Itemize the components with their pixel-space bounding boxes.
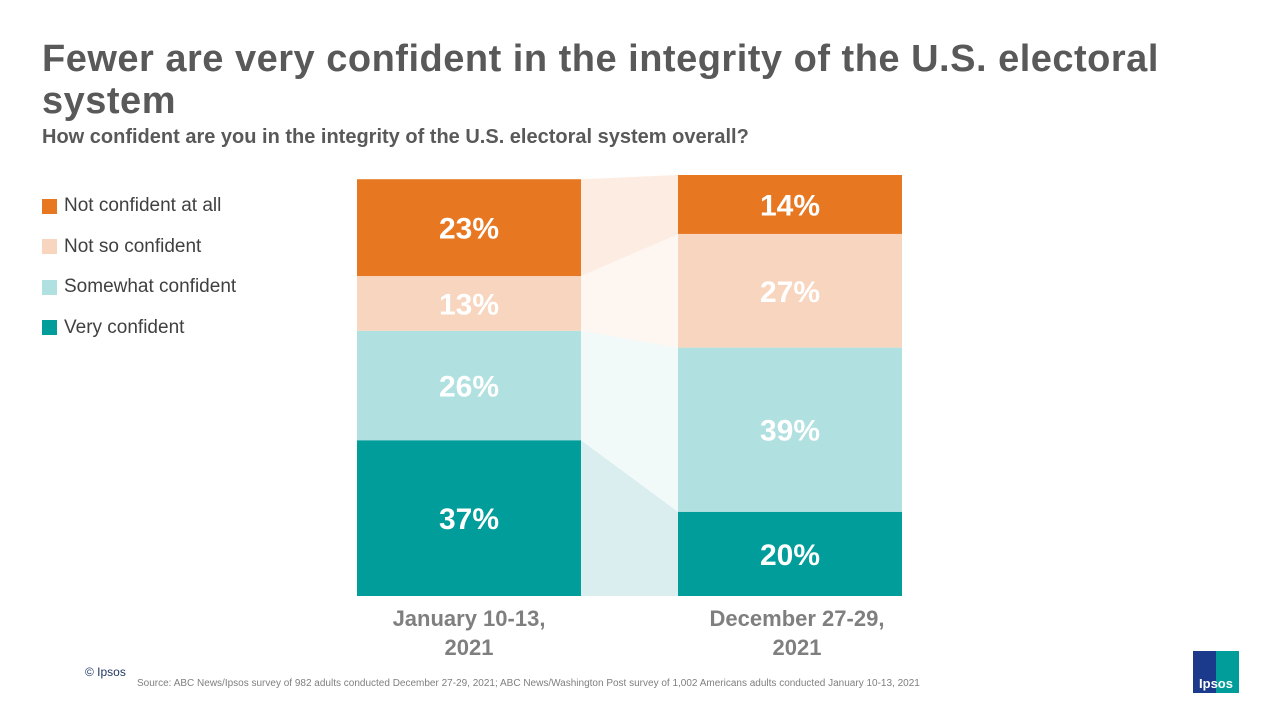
bar-segment [678, 347, 902, 512]
legend-item: Not confident at all [42, 186, 236, 227]
legend-item: Very confident [42, 308, 236, 349]
bar-segment [357, 330, 581, 441]
legend-label: Very confident [64, 316, 185, 338]
legend-swatch [42, 320, 57, 336]
data-label: 26% [439, 371, 499, 404]
data-label: 13% [439, 288, 499, 321]
source-note: Source: ABC News/Ipsos survey of 982 adu… [137, 678, 920, 689]
connector-band [581, 233, 678, 348]
data-label: 14% [760, 189, 820, 222]
connector-band [581, 440, 678, 596]
legend-label: Somewhat confident [64, 276, 237, 298]
x-label-january: January 10-13, 2021 [392, 606, 546, 660]
legend: Not confident at all Not so confident Some… [42, 186, 236, 348]
data-label: 27% [760, 276, 820, 309]
bar-segment [357, 440, 581, 596]
data-label: 39% [760, 415, 820, 448]
legend-swatch [42, 239, 57, 255]
slide-title: Fewer are very confident in the integrit… [42, 38, 1159, 122]
connector-band [581, 175, 678, 277]
legend-item: Not so confident [42, 227, 236, 268]
legend-swatch [42, 198, 57, 214]
bar-segment [678, 175, 902, 234]
connector-band [581, 330, 678, 512]
bar-segment [678, 511, 902, 596]
ipsos-logo: Ipsos [1193, 651, 1239, 693]
x-label-december: December 27-29, 2021 [709, 606, 885, 660]
data-label: 37% [439, 503, 499, 536]
data-label: 23% [439, 213, 499, 246]
legend-swatch [42, 279, 57, 295]
bar-segment [357, 179, 581, 277]
slide-subtitle: How confident are you in the integrity o… [42, 126, 749, 148]
legend-label: Not confident at all [64, 195, 222, 217]
data-label: 20% [760, 539, 820, 572]
bar-segment [678, 233, 902, 348]
legend-item: Somewhat confident [42, 267, 236, 308]
bar-segment [357, 276, 581, 331]
copyright: © Ipsos [85, 665, 126, 679]
legend-label: Not so confident [64, 235, 202, 257]
